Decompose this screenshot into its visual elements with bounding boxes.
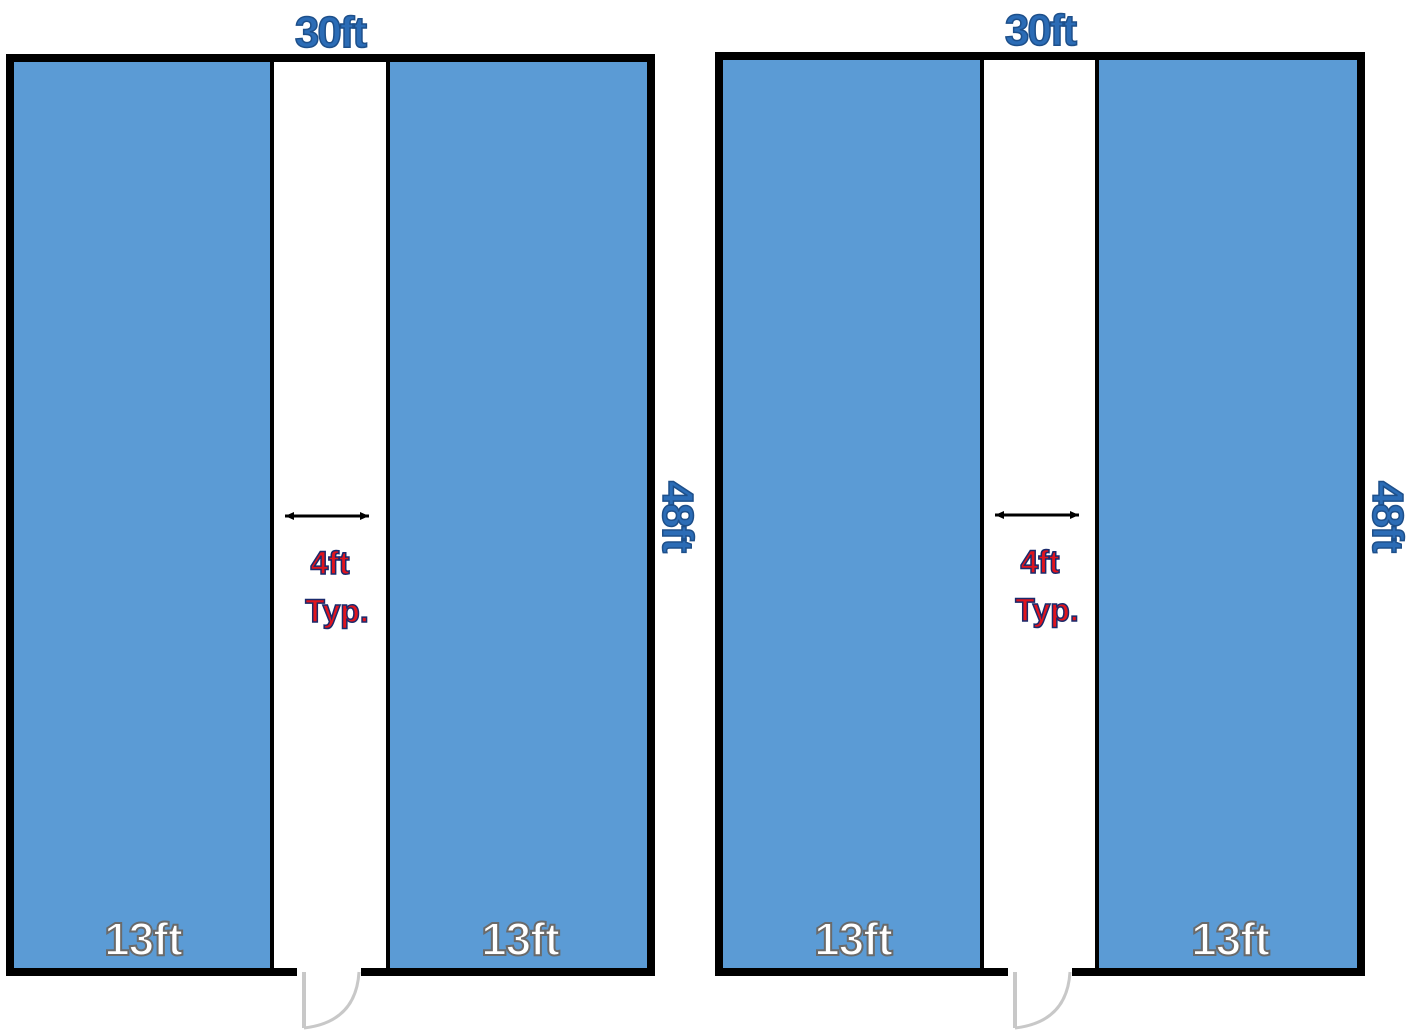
right-bay-width-label: 13ft <box>481 913 559 965</box>
depth-dimension-label: 48ft <box>653 481 702 554</box>
door-opening <box>297 966 361 976</box>
door-swing-icon <box>302 971 361 1030</box>
door-opening <box>1008 966 1072 976</box>
width-dimension-label: 30ft <box>1005 6 1078 55</box>
door-swing-icon <box>1013 971 1072 1030</box>
right-bay-width-label: 13ft <box>1191 913 1269 965</box>
storage-bay-right <box>1097 60 1357 968</box>
storage-bay-left <box>14 62 272 968</box>
aisle-width-label: 4ft <box>310 545 349 581</box>
left-bay-width-label: 13ft <box>814 913 892 965</box>
floor-plan-2: 30ft 48ft 4ft Typ. 13ft 13ft <box>715 5 1413 1030</box>
width-dimension-label: 30ft <box>295 8 368 57</box>
depth-dimension-label: 48ft <box>1363 481 1412 554</box>
storage-bay-right <box>388 62 647 968</box>
aisle-typical-note: Typ. <box>1015 592 1078 628</box>
aisle-width-label: 4ft <box>1020 544 1059 580</box>
floor-plan-1: 30ft 48ft 4ft Typ. 13ft 13ft <box>6 7 703 1030</box>
left-bay-width-label: 13ft <box>104 913 182 965</box>
aisle-typical-note: Typ. <box>305 593 368 629</box>
storage-bay-left <box>723 60 982 968</box>
